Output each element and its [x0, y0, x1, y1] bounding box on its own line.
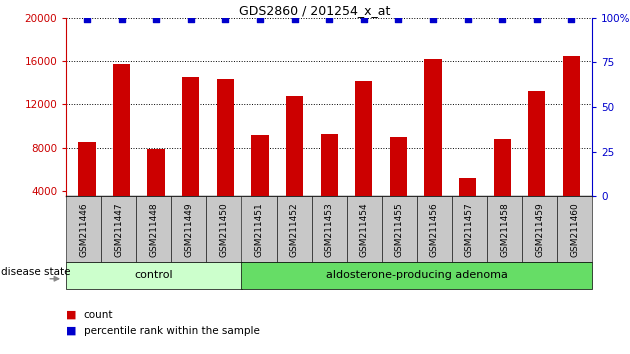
Text: GSM211457: GSM211457 [465, 202, 474, 257]
Bar [390, 137, 407, 234]
Text: percentile rank within the sample: percentile rank within the sample [84, 326, 260, 336]
Point [324, 17, 334, 22]
Text: GSM211447: GSM211447 [114, 202, 123, 257]
Text: GSM211454: GSM211454 [360, 202, 369, 257]
Bar [286, 96, 303, 234]
Bar [217, 79, 234, 234]
Text: GSM211446: GSM211446 [79, 202, 88, 257]
Bar [251, 135, 268, 234]
Bar [528, 91, 546, 234]
Text: aldosterone-producing adenoma: aldosterone-producing adenoma [326, 270, 508, 280]
Point [290, 17, 300, 22]
Bar [563, 56, 580, 234]
Bar [147, 149, 165, 234]
Point [497, 17, 507, 22]
Text: GSM211449: GSM211449 [185, 202, 193, 257]
Text: GSM211451: GSM211451 [255, 202, 263, 257]
Point [82, 17, 92, 22]
Text: ■: ■ [66, 326, 77, 336]
Text: GSM211456: GSM211456 [430, 202, 439, 257]
Text: GSM211452: GSM211452 [290, 202, 299, 257]
Text: disease state: disease state [1, 267, 70, 277]
Point [186, 17, 196, 22]
Text: control: control [135, 270, 173, 280]
Bar [355, 81, 372, 234]
Point [117, 17, 127, 22]
Text: GSM211448: GSM211448 [149, 202, 158, 257]
Text: GSM211455: GSM211455 [395, 202, 404, 257]
Bar [459, 178, 476, 234]
Text: GSM211458: GSM211458 [500, 202, 509, 257]
Point [566, 17, 576, 22]
Bar [493, 139, 511, 234]
Point [151, 17, 161, 22]
Bar [113, 64, 130, 234]
Text: ■: ■ [66, 310, 77, 320]
Point [393, 17, 403, 22]
Text: GSM211460: GSM211460 [570, 202, 579, 257]
Bar [78, 142, 96, 234]
Point [462, 17, 472, 22]
Text: GSM211453: GSM211453 [324, 202, 334, 257]
Text: GSM211459: GSM211459 [535, 202, 544, 257]
Point [358, 17, 369, 22]
Text: GSM211450: GSM211450 [219, 202, 229, 257]
Bar [321, 133, 338, 234]
Point [220, 17, 231, 22]
Point [255, 17, 265, 22]
Bar [425, 59, 442, 234]
Bar [182, 77, 199, 234]
Text: GDS2860 / 201254_x_at: GDS2860 / 201254_x_at [239, 4, 391, 17]
Point [532, 17, 542, 22]
Point [428, 17, 438, 22]
Text: count: count [84, 310, 113, 320]
